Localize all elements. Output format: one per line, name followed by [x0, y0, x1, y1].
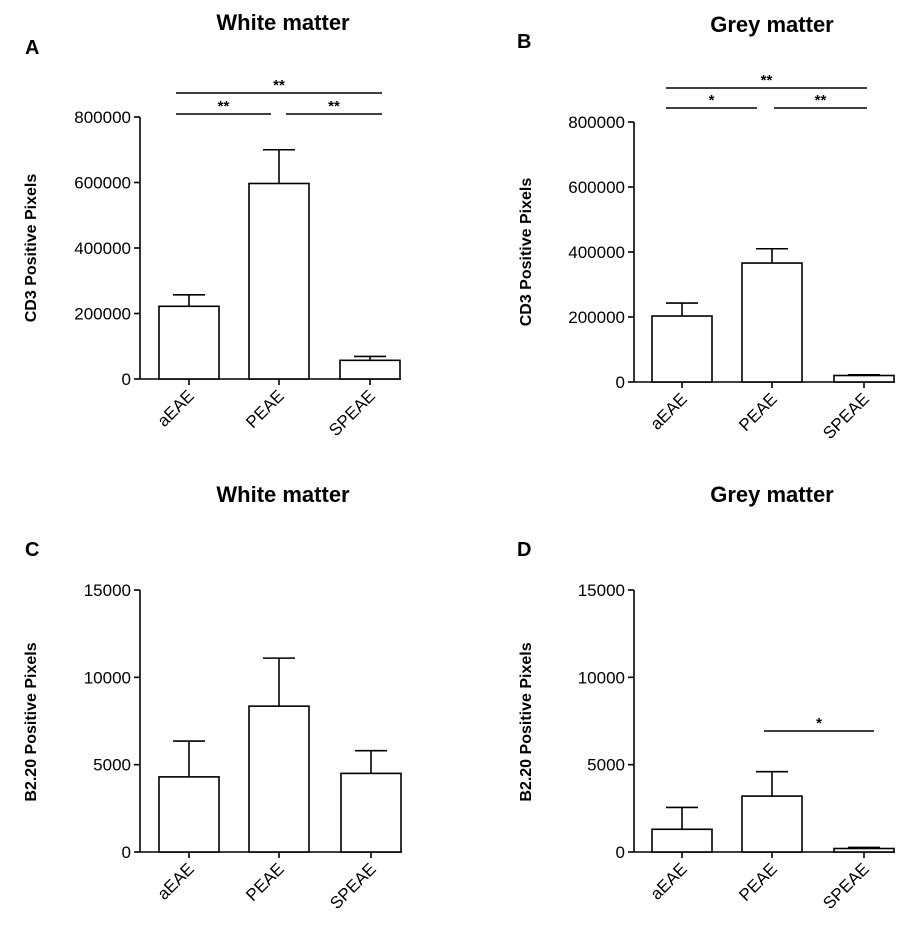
- y-axis-label: B2.20 Positive Pixels: [23, 642, 40, 801]
- x-tick-label: PEAE: [242, 386, 288, 432]
- y-axis-label: CD3 Positive Pixels: [23, 174, 40, 323]
- y-axis-label: CD3 Positive Pixels: [518, 178, 535, 327]
- x-tick-label: PEAE: [735, 859, 781, 905]
- y-tick-label: 600000: [568, 178, 625, 197]
- x-tick-label: aEAE: [647, 859, 691, 903]
- x-tick-label: PEAE: [735, 389, 781, 435]
- bar-speae: [833, 374, 895, 383]
- bar-speae: [340, 772, 402, 853]
- panel-label: C: [25, 539, 39, 561]
- x-tick-label: SPEAE: [325, 386, 379, 440]
- y-tick-label: 0: [122, 370, 131, 389]
- panel-label: D: [517, 539, 531, 561]
- bar-peae: [248, 705, 310, 853]
- panel-d: D Grey matter B2.20 Positive Pixels 0 5000 10…: [517, 482, 895, 913]
- x-tick-label: PEAE: [242, 859, 288, 905]
- x-tick-label: aEAE: [154, 386, 198, 430]
- significance-label: **: [218, 98, 230, 115]
- chart-title: Grey matter: [710, 482, 834, 507]
- bar-speae: [833, 847, 895, 853]
- y-tick-label: 5000: [587, 756, 625, 775]
- x-tick-label: SPEAE: [326, 859, 380, 913]
- y-tick-label: 400000: [74, 239, 131, 258]
- x-tick-label: SPEAE: [819, 389, 873, 443]
- bar-aeae: [651, 828, 713, 853]
- bar-aeae: [158, 776, 220, 853]
- y-tick-label: 10000: [84, 668, 131, 687]
- panel-a: A White matter CD3 Positive Pixels 0 200000 4…: [23, 10, 401, 440]
- y-tick-label: 0: [616, 373, 625, 392]
- significance-label: **: [273, 77, 285, 94]
- y-axis-label: B2.20 Positive Pixels: [518, 642, 535, 801]
- bar-speae: [339, 359, 401, 380]
- y-tick-label: 0: [122, 843, 131, 862]
- panel-label: B: [517, 31, 531, 53]
- y-tick-label: 10000: [578, 668, 625, 687]
- chart-title: Grey matter: [710, 12, 834, 37]
- panel-label: A: [25, 37, 39, 59]
- y-tick-label: 800000: [74, 108, 131, 127]
- bar-peae: [741, 795, 803, 853]
- significance-label: *: [816, 715, 822, 732]
- bar-peae: [741, 262, 803, 383]
- x-tick-label: aEAE: [154, 859, 198, 903]
- chart-title: White matter: [216, 10, 350, 35]
- bar-aeae: [158, 305, 220, 380]
- bar-aeae: [651, 315, 713, 383]
- y-tick-label: 0: [616, 843, 625, 862]
- significance-label: **: [815, 92, 827, 109]
- y-tick-label: 400000: [568, 243, 625, 262]
- y-tick-label: 15000: [578, 581, 625, 600]
- y-tick-label: 5000: [93, 756, 131, 775]
- y-tick-label: 800000: [568, 113, 625, 132]
- bar-peae: [248, 182, 310, 380]
- chart-title: White matter: [216, 482, 350, 507]
- significance-label: **: [328, 98, 340, 115]
- significance-label: **: [761, 72, 773, 89]
- y-tick-label: 200000: [568, 308, 625, 327]
- y-tick-label: 200000: [74, 305, 131, 324]
- x-tick-label: SPEAE: [819, 859, 873, 913]
- y-tick-label: 15000: [84, 581, 131, 600]
- panel-c: C White matter B2.20 Positive Pixels 0 5000 1…: [23, 482, 402, 913]
- x-tick-label: aEAE: [647, 389, 691, 433]
- significance-label: *: [709, 92, 715, 109]
- panel-b: B Grey matter CD3 Positive Pixels 0 200000 40…: [517, 12, 895, 443]
- y-tick-label: 600000: [74, 174, 131, 193]
